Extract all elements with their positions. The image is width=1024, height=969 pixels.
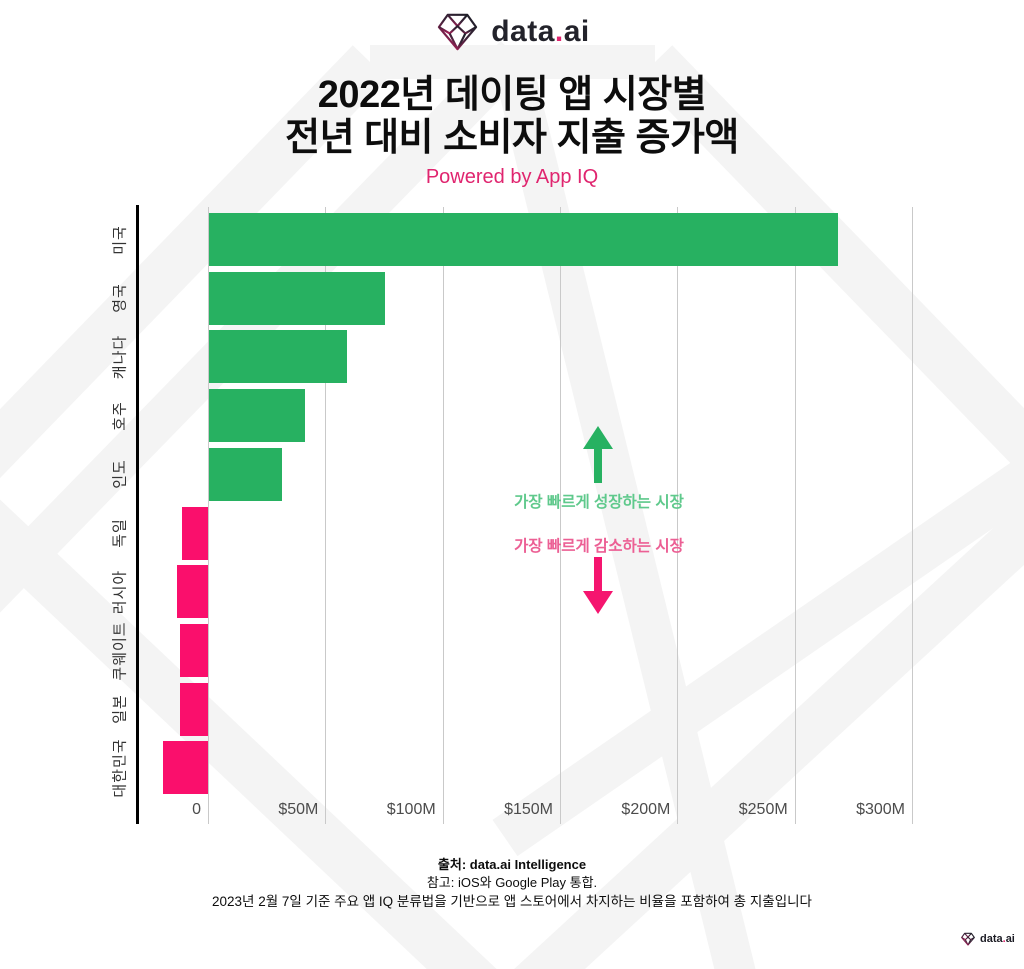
gridline — [677, 207, 679, 824]
gridline — [794, 207, 796, 824]
bar-negative — [163, 741, 208, 795]
brand-dot: . — [554, 14, 564, 48]
footer-dataai-logo: data.ai — [960, 931, 1015, 947]
gem-icon — [438, 13, 478, 51]
x-tick-label: $200M — [621, 801, 671, 818]
source-line: 출처: data.ai Intelligence — [437, 857, 587, 872]
bar-positive — [209, 389, 306, 443]
x-tick-label: $50M — [278, 801, 319, 818]
y-axis-label: 호주 — [111, 400, 129, 431]
title-line-1: 2022년 데이팅 앱 시장별 — [317, 74, 707, 116]
title-line-2: 전년 대비 소비자 지출 증가액 — [285, 117, 739, 159]
y-axis-label: 쿠웨이트 — [111, 620, 129, 681]
fastest-growing-label: 가장 빠르게 성장하는 시장 — [514, 494, 684, 511]
fastest-declining-label: 가장 빠르게 감소하는 시장 — [514, 538, 684, 555]
footer-brand-wordmark: data.ai — [980, 933, 1015, 945]
down-arrow-icon — [583, 557, 613, 614]
dataai-logo: data.ai — [0, 8, 1024, 55]
gridline — [560, 207, 561, 824]
bar-negative — [177, 565, 208, 619]
x-tick-label: $150M — [504, 801, 553, 818]
footer-brand-dot: . — [1002, 933, 1006, 945]
y-axis-label: 영국 — [111, 283, 129, 314]
up-arrow-icon — [583, 426, 613, 483]
y-axis-label: 인도 — [111, 459, 129, 490]
brand-wordmark: data.ai — [491, 14, 590, 48]
x-tick-label: $250M — [738, 801, 788, 818]
bar-negative — [182, 506, 208, 560]
y-axis-label: 러시아 — [111, 569, 129, 615]
y-axis-label: 일본 — [111, 694, 129, 725]
bar-positive — [209, 330, 348, 384]
y-axis-label: 독일 — [111, 518, 129, 548]
gridline — [325, 207, 327, 824]
bar-positive — [209, 213, 838, 266]
x-tick-label: $100M — [386, 801, 436, 818]
y-axis-spine — [136, 205, 139, 824]
bar-positive — [209, 271, 385, 325]
x-tick-label: 0 — [192, 801, 201, 818]
gem-icon-small — [961, 932, 975, 946]
note-line-1: 참고: iOS와 Google Play 통합. — [426, 875, 598, 890]
gridline — [208, 207, 209, 824]
y-axis-label: 대한민국 — [111, 738, 129, 798]
y-axis-label: 미국 — [111, 224, 129, 255]
bar-positive — [209, 447, 282, 501]
x-tick-label: $300M — [856, 801, 905, 818]
y-axis-label: 캐나다 — [111, 334, 129, 380]
powered-by-subtitle: Powered by App IQ — [425, 166, 599, 188]
bar-negative — [179, 682, 208, 736]
page-title: 2022년 데이팅 앱 시장별 전년 대비 소비자 지출 증가액 — [0, 74, 1024, 160]
bar-negative — [179, 624, 208, 678]
gridline — [442, 207, 444, 824]
note-line-2: 2023년 2월 7일 기준 주요 앱 IQ 분류법을 기반으로 앱 스토어에서… — [212, 894, 812, 909]
gridline — [912, 207, 913, 824]
